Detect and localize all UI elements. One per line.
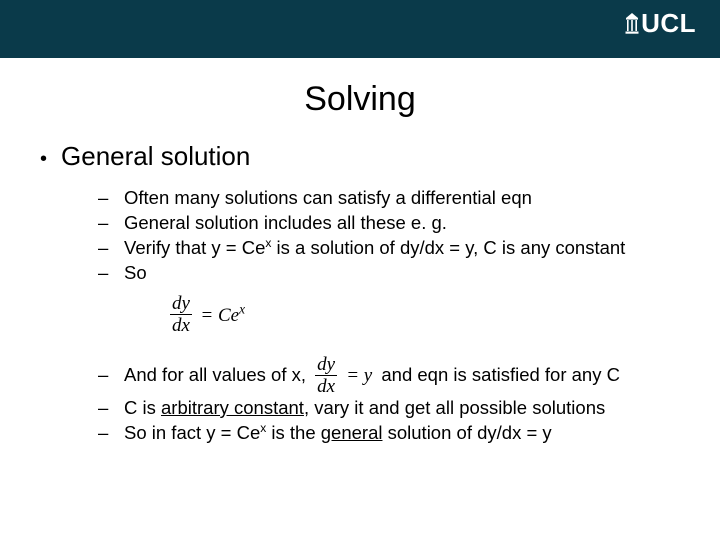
slide-title: Solving <box>0 80 720 119</box>
bullet-l2: – C is arbitrary constant, vary it and g… <box>98 396 680 421</box>
bullet-group-1: – Often many solutions can satisfy a dif… <box>98 186 680 286</box>
logo-text: UCL <box>641 8 696 39</box>
dash-icon: – <box>98 186 110 211</box>
dash-icon: – <box>98 396 110 421</box>
text-frag: , vary it and get all possible solutions <box>304 397 605 418</box>
bullet-l1-text: General solution <box>61 141 250 172</box>
numerator: dy <box>170 294 192 314</box>
denominator: dx <box>315 375 337 396</box>
slide-content: • General solution – Often many solution… <box>0 141 720 446</box>
bullet-text: So <box>124 261 147 286</box>
text-frag: And for all values of x, <box>124 363 311 388</box>
superscript: x <box>239 302 245 317</box>
equation-rhs: = Cex <box>200 305 245 326</box>
text-frag: is the <box>266 422 321 443</box>
text-frag: solution of dy/dx = y <box>382 422 551 443</box>
text-frag: Verify that y = Ce <box>124 237 265 258</box>
bullet-text: Verify that y = Cex is a solution of dy/… <box>124 236 625 261</box>
bullet-l2: – So <box>98 261 680 286</box>
bullet-l2: – So in fact y = Cex is the general solu… <box>98 421 680 446</box>
bullet-l2: – General solution includes all these e.… <box>98 211 680 236</box>
text-frag: = Ce <box>200 305 239 326</box>
portico-icon <box>625 13 639 35</box>
bullet-level1: • General solution <box>40 141 680 172</box>
bullet-dot-icon: • <box>40 146 47 172</box>
text-frag: So in fact y = Ce <box>124 422 260 443</box>
text-frag: C is <box>124 397 161 418</box>
inline-equation: dy dx = y <box>315 355 372 396</box>
dash-icon: – <box>98 261 110 286</box>
header-bar: UCL <box>0 0 720 58</box>
text-frag: is a solution of dy/dx = y, C is any con… <box>271 237 625 258</box>
dash-icon: – <box>98 236 110 261</box>
bullet-text: So in fact y = Cex is the general soluti… <box>124 421 552 446</box>
bullet-l2: – Verify that y = Cex is a solution of d… <box>98 236 680 261</box>
bullet-text: Often many solutions can satisfy a diffe… <box>124 186 532 211</box>
bullet-l2: – And for all values of x, dy dx = y and… <box>98 355 680 396</box>
denominator: dx <box>170 314 192 335</box>
fraction: dy dx <box>170 294 192 335</box>
dash-icon: – <box>98 363 110 388</box>
bullet-text: And for all values of x, dy dx = y and e… <box>124 355 620 396</box>
dash-icon: – <box>98 421 110 446</box>
equation-rhs: = y <box>346 365 372 386</box>
bullet-text: C is arbitrary constant, vary it and get… <box>124 396 605 421</box>
ucl-logo: UCL <box>625 8 696 39</box>
text-frag: and eqn is satisfied for any C <box>376 363 620 388</box>
underlined-text: general <box>321 422 383 443</box>
fraction: dy dx <box>315 355 337 396</box>
underlined-text: arbitrary constant <box>161 397 304 418</box>
numerator: dy <box>315 355 337 375</box>
bullet-l2: – Often many solutions can satisfy a dif… <box>98 186 680 211</box>
bullet-group-2: – And for all values of x, dy dx = y and… <box>98 355 680 446</box>
dash-icon: – <box>98 211 110 236</box>
equation-block: dy dx = Cex <box>170 294 680 335</box>
bullet-text: General solution includes all these e. g… <box>124 211 447 236</box>
